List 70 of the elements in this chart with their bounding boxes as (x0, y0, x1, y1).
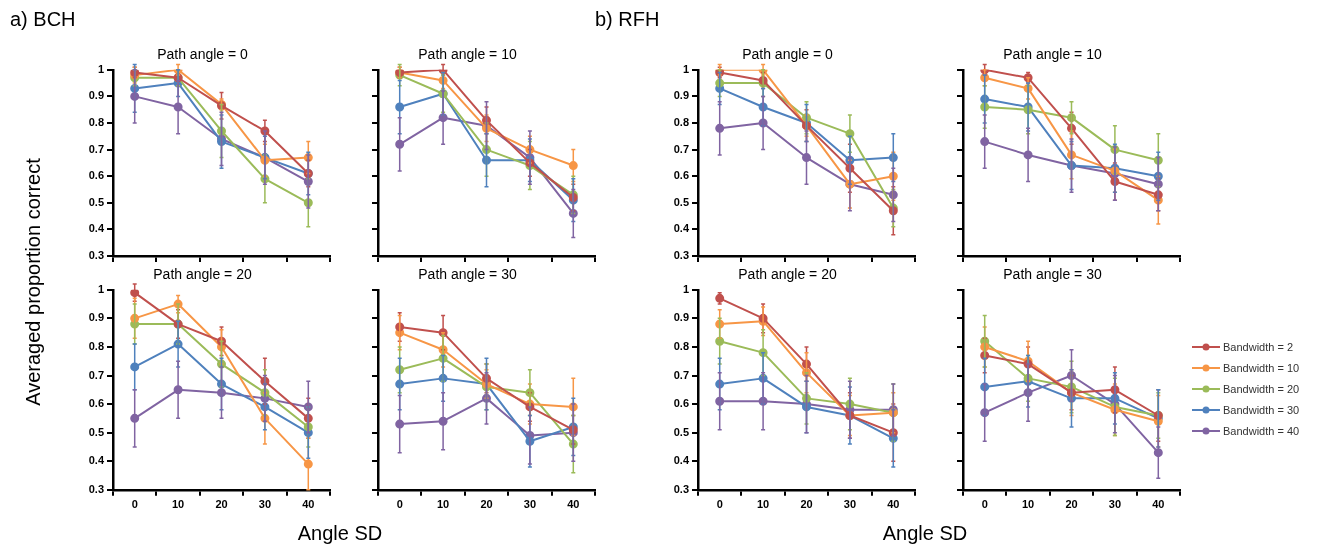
y-tick-label: 0.3 (88, 249, 104, 262)
x-tick-label: 0 (131, 498, 138, 511)
chart-title: Path angle = 10 (418, 46, 517, 63)
y-tick-label: 0.6 (673, 397, 689, 410)
x-tick-label: 40 (567, 498, 580, 511)
chart-title: Path angle = 30 (418, 266, 517, 283)
x-tick-label: 40 (1152, 498, 1165, 511)
x-tick-label: 10 (756, 498, 770, 511)
y-tick-label: 1 (682, 62, 689, 75)
x-tick-label: 20 (800, 498, 813, 511)
y-tick-label: 0.7 (88, 142, 104, 155)
y-tick-label: 0.9 (88, 311, 104, 324)
y-tick-label: 1 (97, 282, 104, 295)
legend-label: Bandwidth = 2 (1223, 340, 1294, 353)
x-tick-label: 10 (436, 498, 450, 511)
x-tick-label: 30 (258, 498, 272, 511)
x-axis-title: Angle SD (297, 522, 383, 545)
y-tick-label: 0.8 (88, 116, 104, 129)
y-tick-label: 0.3 (88, 482, 104, 495)
y-tick-label: 0.9 (673, 311, 689, 324)
text: b) RFH (595, 8, 660, 31)
x-tick-label: 30 (523, 498, 537, 511)
y-tick-label: 0.7 (673, 368, 689, 381)
y-tick-label: 0.7 (673, 142, 689, 155)
text: a) BCH (10, 8, 76, 31)
y-tick-label: 0.5 (673, 195, 689, 208)
y-tick-label: 0.4 (673, 222, 690, 235)
y-tick-label: 0.5 (88, 195, 104, 208)
y-tick-label: 0.5 (88, 425, 104, 438)
y-tick-label: 0.6 (88, 169, 104, 182)
y-tick-label: 0.6 (673, 169, 689, 182)
y-tick-label: 0.9 (673, 89, 689, 102)
x-tick-label: 0 (716, 498, 723, 511)
y-tick-label: 0.8 (88, 339, 104, 352)
y-tick-label: 0.7 (88, 368, 104, 381)
y-tick-label: 0.3 (673, 249, 689, 262)
x-tick-label: 40 (302, 498, 315, 511)
chart-title: Path angle = 30 (1003, 266, 1102, 283)
chart-title: Path angle = 0 (742, 46, 834, 63)
y-tick-label: 0.5 (673, 425, 689, 438)
chart-title: Path angle = 0 (157, 46, 249, 63)
y-tick-label: 0.4 (673, 454, 690, 467)
x-tick-label: 10 (1021, 498, 1035, 511)
chart-title: Path angle = 20 (738, 266, 837, 283)
legend-label: Bandwidth = 20 (1223, 382, 1300, 395)
x-tick-label: 30 (1108, 498, 1122, 511)
y-tick-label: 0.9 (88, 89, 104, 102)
y-tick-label: 0.6 (88, 397, 104, 410)
legend-label: Bandwidth = 30 (1223, 403, 1300, 416)
y-tick-label: 0.3 (673, 482, 689, 495)
legend-label: Bandwidth = 40 (1223, 424, 1300, 437)
y-tick-label: 0.4 (88, 222, 105, 235)
y-tick-label: 1 (682, 282, 689, 295)
chart-title: Path angle = 10 (1003, 46, 1102, 63)
x-tick-label: 20 (215, 498, 228, 511)
x-tick-label: 0 (396, 498, 403, 511)
x-tick-label: 20 (480, 498, 493, 511)
x-tick-label: 10 (171, 498, 185, 511)
chart-title: Path angle = 20 (153, 266, 252, 283)
x-tick-label: 0 (981, 498, 988, 511)
y-tick-label: 1 (97, 62, 104, 75)
x-axis-title: Angle SD (882, 522, 968, 545)
y-tick-label: 0.4 (88, 454, 105, 467)
x-tick-label: 40 (887, 498, 900, 511)
legend-label: Bandwidth = 10 (1223, 361, 1300, 374)
y-tick-label: 0.8 (673, 339, 689, 352)
x-tick-label: 30 (843, 498, 857, 511)
x-tick-label: 20 (1065, 498, 1078, 511)
y-tick-label: 0.8 (673, 116, 689, 129)
y-axis-title: Averaged proportion correct (21, 158, 45, 406)
